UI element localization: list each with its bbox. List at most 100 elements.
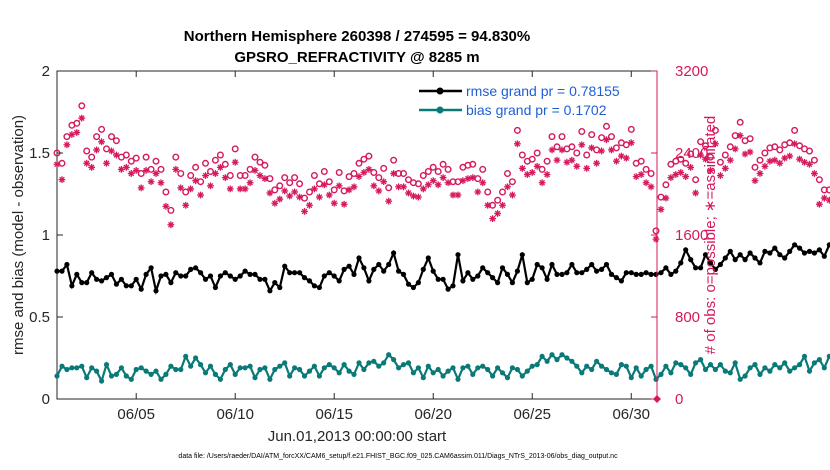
series-point-rmse	[198, 270, 204, 276]
obs-assimilated-point	[212, 170, 219, 177]
obs-possible-point	[806, 147, 814, 155]
series-point-bias	[341, 362, 347, 368]
series-point-rmse	[787, 248, 793, 254]
obs-assimilated-point	[731, 145, 739, 153]
obs-assimilated-point	[647, 183, 655, 191]
obs-assimilated-point	[390, 170, 398, 177]
series-point-bias	[821, 365, 827, 371]
obs-assimilated-point	[296, 193, 303, 201]
obs-possible-point	[424, 167, 432, 175]
series-point-bias	[707, 362, 714, 368]
series-point-rmse	[589, 261, 595, 268]
obs-possible-point	[187, 171, 195, 179]
series-point-bias	[599, 363, 605, 369]
series-point-bias	[455, 376, 461, 382]
series-point-bias	[613, 371, 620, 377]
obs-possible-point	[286, 179, 294, 187]
data-file-footer: data file: /Users/raeder/DAI/ATM_forcXX/…	[178, 453, 618, 460]
series-point-rmse	[534, 261, 540, 268]
series-point-bias	[222, 366, 228, 373]
series-point-rmse	[108, 271, 115, 277]
series-point-bias	[331, 365, 337, 371]
series-point-rmse	[816, 247, 823, 253]
obs-assimilated-point	[400, 183, 407, 191]
obs-possible-point	[355, 159, 363, 167]
series-point-rmse	[237, 273, 243, 279]
x-axis-label: Jun.01,2013 00:00:00 start	[268, 428, 447, 445]
series-point-rmse	[633, 271, 639, 277]
series-point-bias	[623, 363, 629, 369]
obs-assimilated-point	[132, 167, 140, 174]
obs-possible-point	[786, 139, 794, 147]
obs-assimilated-point	[162, 202, 170, 210]
series-point-rmse	[782, 255, 788, 261]
series-point-rmse	[539, 265, 545, 271]
series-point-bias	[336, 370, 342, 376]
series-point-rmse	[54, 268, 60, 274]
series-point-bias	[103, 362, 110, 368]
series-point-rmse	[356, 255, 362, 261]
series-point-bias	[742, 373, 748, 379]
series-point-rmse	[727, 248, 733, 254]
obs-possible-point	[162, 188, 170, 196]
series-point-rmse	[163, 271, 169, 277]
series-point-rmse	[490, 275, 496, 281]
obs-possible-point	[711, 126, 719, 134]
obs-assimilated-point	[231, 158, 239, 166]
obs-possible-point	[756, 156, 764, 164]
series-point-bias	[168, 363, 174, 369]
obs-assimilated-point	[682, 173, 690, 180]
series-point-rmse	[514, 268, 521, 274]
obs-assimilated-point	[241, 185, 249, 193]
series-point-bias	[391, 357, 397, 363]
series-point-bias	[138, 365, 144, 371]
series-point-bias	[816, 357, 823, 363]
obs-assimilated-point	[444, 179, 452, 187]
series-point-bias	[628, 375, 634, 381]
obs-assimilated-point	[88, 163, 96, 171]
series-point-bias	[648, 363, 654, 369]
obs-assimilated-point	[261, 175, 269, 183]
obs-possible-point	[494, 196, 502, 204]
series-point-bias	[123, 373, 129, 379]
series-point-bias	[777, 365, 783, 371]
series-point-rmse	[618, 278, 625, 284]
series-point-bias	[128, 376, 134, 382]
series-point-bias	[386, 352, 392, 358]
series-point-bias	[400, 362, 407, 368]
obs-possible-point	[736, 118, 744, 126]
y-axis-left-label: rmse and bias (model - observation)	[10, 115, 27, 355]
series-point-rmse	[301, 275, 308, 281]
obs-assimilated-point	[58, 176, 66, 184]
series-point-bias	[584, 363, 590, 369]
series-point-bias	[564, 355, 570, 361]
obs-possible-point	[315, 180, 323, 188]
series-point-rmse	[599, 266, 605, 272]
series-point-rmse	[257, 276, 263, 282]
obs-possible-point	[761, 149, 769, 157]
series-point-rmse	[797, 245, 803, 251]
series-point-bias	[747, 365, 753, 371]
series-point-rmse	[772, 245, 778, 251]
obs-assimilated-point	[360, 169, 368, 176]
obs-assimilated-point	[98, 138, 105, 146]
series-point-bias	[193, 355, 199, 361]
series-point-rmse	[430, 268, 436, 274]
series-point-bias	[435, 366, 441, 373]
series-point-rmse	[658, 270, 664, 276]
series-point-rmse	[544, 276, 550, 282]
obs-assimilated-point	[825, 196, 830, 204]
series-point-rmse	[89, 270, 95, 276]
series-point-bias	[356, 360, 362, 366]
series-point-rmse	[623, 270, 629, 276]
chart-title-line1: Northern Hemisphere 260398 / 274595 = 94…	[184, 28, 530, 45]
obs-assimilated-point	[414, 193, 422, 201]
series-point-rmse	[202, 276, 209, 282]
series-point-rmse	[806, 248, 813, 254]
series-point-rmse	[519, 252, 525, 258]
series-point-rmse	[366, 278, 372, 284]
series-point-bias	[589, 366, 595, 373]
obs-possible-point	[132, 154, 140, 162]
series-point-bias	[534, 362, 540, 368]
y-right-tick-label: 800	[675, 309, 700, 326]
